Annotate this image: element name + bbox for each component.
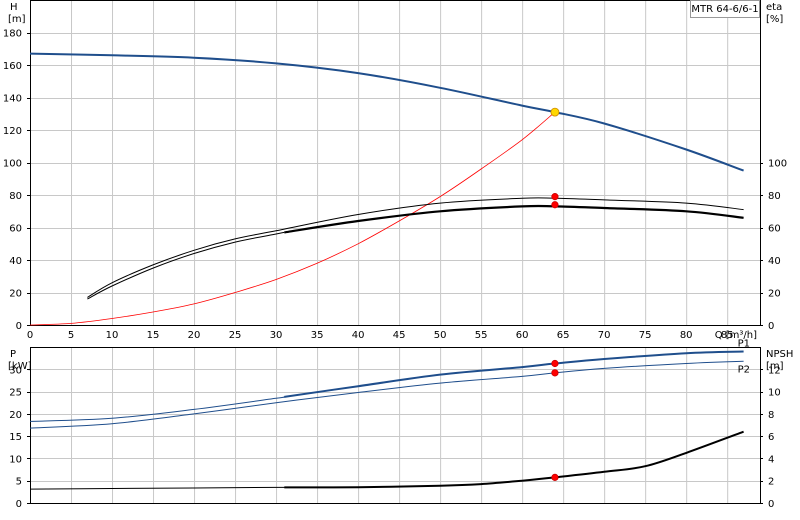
y-tick-label-left: 100 bbox=[3, 159, 22, 170]
y-axis-label-right: NPSH bbox=[766, 349, 793, 360]
y-tick-label-left: 0 bbox=[16, 499, 22, 510]
y-tick-label-left: 140 bbox=[3, 94, 22, 105]
y-tick-label-left: 30 bbox=[9, 365, 22, 376]
y-tick-label-left: 25 bbox=[9, 388, 22, 399]
plot-frame bbox=[30, 347, 761, 504]
y-tick-label-left: 40 bbox=[9, 256, 22, 267]
y-tick-label-left: 5 bbox=[16, 477, 22, 488]
series-line bbox=[284, 204, 744, 234]
series-line bbox=[87, 231, 285, 300]
x-tick-label: 85 bbox=[721, 330, 734, 341]
x-tick-label: 80 bbox=[680, 330, 693, 341]
series-line bbox=[29, 360, 744, 429]
y-tick-label-right: 40 bbox=[768, 256, 781, 267]
title-box bbox=[690, 0, 760, 18]
operating-point bbox=[550, 107, 560, 117]
series-line bbox=[284, 430, 744, 489]
y-tick-label-right: 0 bbox=[768, 499, 774, 510]
y-tick-label-right: 2 bbox=[768, 477, 774, 488]
y-axis-label-right: eta bbox=[766, 2, 782, 13]
y-tick-label-right: 6 bbox=[768, 432, 774, 443]
x-tick-label: 25 bbox=[229, 330, 242, 341]
y-axis-label-left: P bbox=[10, 349, 16, 360]
operating-point bbox=[551, 369, 559, 377]
y-tick-label-left: 60 bbox=[9, 224, 22, 235]
y-tick-label-left: 180 bbox=[3, 29, 22, 40]
operating-point bbox=[551, 473, 559, 481]
y-tick-label-left: 0 bbox=[16, 321, 22, 332]
series-label: P1 bbox=[738, 339, 750, 350]
y-tick-label-left: 160 bbox=[3, 61, 22, 72]
y-tick-label-right: 10 bbox=[768, 388, 781, 399]
series-line bbox=[29, 52, 744, 172]
y-axis-unit-left: [kW] bbox=[8, 361, 32, 372]
head-efficiency-chart: 020406080100120140160180020406080100H[m]… bbox=[3, 0, 787, 341]
operating-point bbox=[551, 359, 559, 368]
x-tick-label: 60 bbox=[516, 330, 529, 341]
x-tick-label: 40 bbox=[352, 330, 365, 341]
series-label: P2 bbox=[738, 364, 750, 375]
y-tick-label-left: 20 bbox=[9, 289, 22, 300]
series-line bbox=[284, 350, 744, 398]
x-tick-label: 10 bbox=[106, 330, 119, 341]
y-axis-unit-right: [m] bbox=[766, 361, 784, 372]
y-tick-label-left: 20 bbox=[9, 410, 22, 421]
x-tick-label: 65 bbox=[557, 330, 570, 341]
x-tick-label: 50 bbox=[434, 330, 447, 341]
x-tick-label: 70 bbox=[598, 330, 611, 341]
x-tick-label: 75 bbox=[639, 330, 652, 341]
y-tick-label-right: 20 bbox=[768, 289, 781, 300]
y-axis-label-left: H bbox=[10, 2, 18, 13]
x-tick-label: 55 bbox=[475, 330, 488, 341]
y-tick-label-right: 80 bbox=[768, 191, 781, 202]
y-tick-label-right: 8 bbox=[768, 410, 774, 421]
y-tick-label-left: 10 bbox=[9, 454, 22, 465]
y-tick-label-right: 0 bbox=[768, 321, 774, 332]
chart-title: MTR 64-6/6-1 bbox=[691, 4, 758, 15]
y-tick-label-right: 60 bbox=[768, 224, 781, 235]
operating-point bbox=[551, 193, 559, 201]
y-tick-label-left: 15 bbox=[9, 432, 22, 443]
y-axis-unit-left: [m] bbox=[8, 14, 26, 25]
x-tick-label: 35 bbox=[311, 330, 324, 341]
y-tick-label-left: 120 bbox=[3, 126, 22, 137]
x-axis-label: Q [m³/h] bbox=[715, 330, 757, 341]
series-line bbox=[29, 486, 286, 490]
x-tick-label: 45 bbox=[393, 330, 406, 341]
x-tick-label: 15 bbox=[147, 330, 160, 341]
x-tick-label: 5 bbox=[68, 330, 74, 341]
y-tick-label-left: 80 bbox=[9, 191, 22, 202]
x-tick-label: 30 bbox=[270, 330, 283, 341]
operating-point bbox=[551, 201, 559, 209]
y-tick-label-right: 4 bbox=[768, 454, 774, 465]
y-axis-unit-right: [%] bbox=[766, 14, 783, 25]
y-tick-label-right: 100 bbox=[768, 159, 787, 170]
x-tick-label: 20 bbox=[188, 330, 201, 341]
series-line bbox=[29, 396, 286, 422]
y-tick-label-right: 12 bbox=[768, 365, 781, 376]
series-line bbox=[29, 111, 556, 326]
power-npsh-chart: 0 5 10 15 20 25 30 0 2 4 6 8 10 12 P[kW] NPSH[m] P1 P2 bbox=[8, 339, 793, 510]
series-line bbox=[87, 197, 744, 298]
x-tick-label: 0 bbox=[27, 330, 33, 341]
